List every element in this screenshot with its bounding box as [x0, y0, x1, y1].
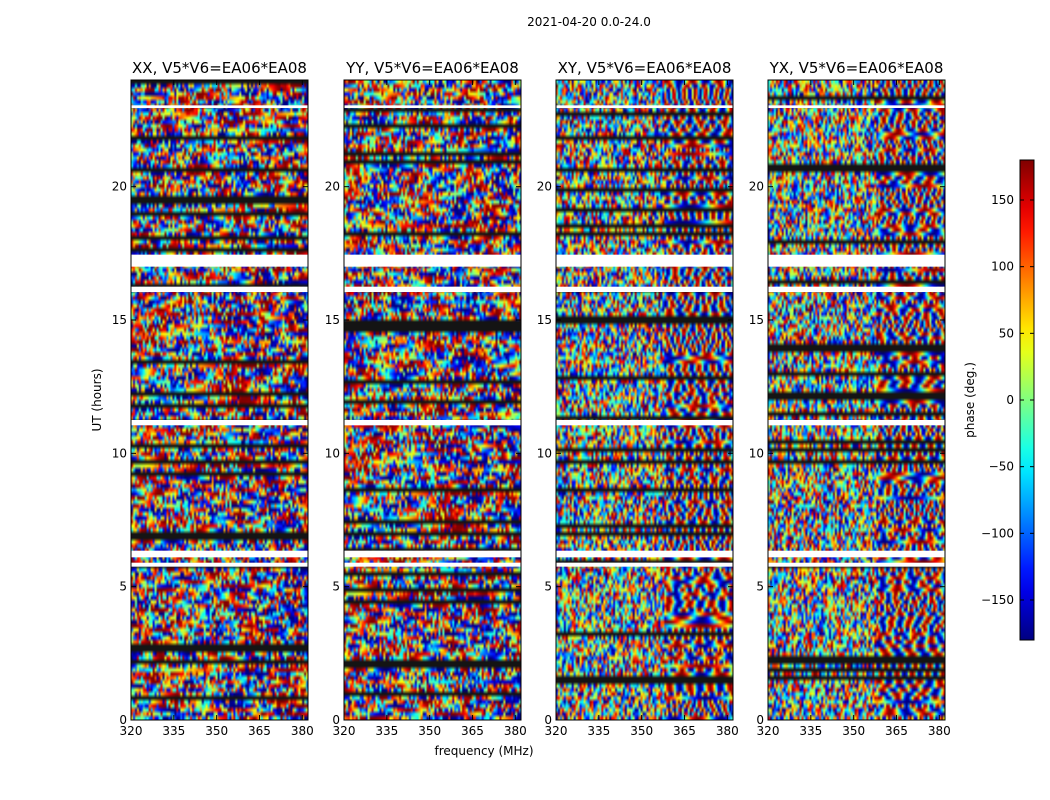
- flagged-gap: [131, 105, 308, 108]
- flagged-gap: [131, 562, 308, 567]
- y-tick-label: 10: [112, 446, 127, 460]
- panel-3: XY, V5*V6=EA06*EA08 320 335 350 365 380 0 5 10 15…: [537, 59, 739, 738]
- x-tick-label: 380: [928, 724, 951, 738]
- flagged-gap: [556, 254, 733, 267]
- flagged-gap: [768, 105, 945, 108]
- flagged-gap: [131, 550, 308, 558]
- x-tick-label: 320: [120, 724, 143, 738]
- y-tick-label: 5: [119, 580, 127, 594]
- x-tick-label: 350: [630, 724, 653, 738]
- x-tick-label: 320: [333, 724, 356, 738]
- y-tick-label: 0: [756, 713, 764, 727]
- flagged-gap: [131, 286, 308, 292]
- y-tick-label: 5: [332, 580, 340, 594]
- x-axis-label: frequency (MHz): [434, 744, 533, 758]
- flagged-gap: [344, 562, 521, 567]
- y-axis-label: UT (hours): [90, 368, 104, 431]
- y-tick-label: 20: [112, 180, 127, 194]
- y-tick-label: 5: [756, 580, 764, 594]
- colorbar-tick-label: 150: [991, 193, 1014, 207]
- x-tick-label: 380: [504, 724, 527, 738]
- x-tick-label: 365: [248, 724, 271, 738]
- flagged-gap: [131, 254, 308, 267]
- panel-title: XY, V5*V6=EA06*EA08: [558, 59, 732, 77]
- panels-group: XX, V5*V6=EA06*EA08 320 335 350 365 380 0 5 10 15…: [112, 59, 951, 738]
- flagged-gap: [768, 254, 945, 267]
- phase-heatmap: [768, 80, 945, 720]
- y-tick-label: 20: [325, 180, 340, 194]
- flagged-gap: [768, 420, 945, 426]
- x-tick-label: 335: [799, 724, 822, 738]
- y-tick-label: 15: [537, 313, 552, 327]
- flagged-gap: [768, 550, 945, 558]
- x-tick-label: 365: [885, 724, 908, 738]
- x-tick-label: 380: [716, 724, 739, 738]
- panel-frame: [555, 79, 734, 721]
- x-tick-label: 320: [545, 724, 568, 738]
- y-tick-label: 0: [544, 713, 552, 727]
- flagged-gap: [344, 254, 521, 267]
- panel-1: XX, V5*V6=EA06*EA08 320 335 350 365 380 0 5 10 15…: [112, 59, 314, 738]
- y-tick-label: 0: [332, 713, 340, 727]
- x-tick-label: 350: [205, 724, 228, 738]
- flagged-gap: [556, 550, 733, 558]
- y-tick-label: 20: [537, 180, 552, 194]
- phase-heatmap: [556, 80, 733, 720]
- y-tick-label: 15: [325, 313, 340, 327]
- phase-heatmap: [344, 80, 521, 720]
- panel-title: YX, V5*V6=EA06*EA08: [769, 59, 944, 77]
- y-tick-label: 15: [112, 313, 127, 327]
- flagged-gap: [344, 420, 521, 426]
- colorbar: −150 −100 −50 0 50 100 150 phase (deg.): [963, 159, 1035, 641]
- flagged-gap: [768, 286, 945, 292]
- panel-frame: [767, 79, 946, 721]
- colorbar-tick-label: 100: [991, 260, 1014, 274]
- y-tick-label: 5: [544, 580, 552, 594]
- y-tick-label: 0: [119, 713, 127, 727]
- flagged-gap: [556, 562, 733, 567]
- panel-frame: [343, 79, 522, 721]
- flagged-gap: [131, 420, 308, 426]
- x-tick-label: 335: [587, 724, 610, 738]
- colorbar-tick-label: 50: [999, 326, 1014, 340]
- x-tick-label: 365: [461, 724, 484, 738]
- figure-suptitle: 2021-04-20 0.0-24.0: [527, 15, 651, 29]
- colorbar-tick-label: 0: [1006, 393, 1014, 407]
- flagged-gap: [768, 562, 945, 567]
- x-tick-label: 320: [757, 724, 780, 738]
- colorbar-tick-label: −50: [989, 460, 1014, 474]
- flagged-gap: [556, 286, 733, 292]
- y-tick-label: 10: [537, 446, 552, 460]
- y-tick-label: 20: [749, 180, 764, 194]
- y-tick-label: 15: [749, 313, 764, 327]
- panel-title: XX, V5*V6=EA06*EA08: [132, 59, 307, 77]
- colorbar-tick-label: −100: [981, 526, 1014, 540]
- colorbar-tick-label: −150: [981, 593, 1014, 607]
- flagged-gap: [344, 105, 521, 108]
- x-tick-label: 335: [375, 724, 398, 738]
- phase-heatmap: [131, 80, 308, 720]
- panel-frame: [130, 79, 309, 721]
- x-tick-label: 335: [162, 724, 185, 738]
- y-tick-label: 10: [325, 446, 340, 460]
- panel-title: YY, V5*V6=EA06*EA08: [345, 59, 519, 77]
- panel-4: YX, V5*V6=EA06*EA08 320 335 350 365 380 0 5 10 15…: [749, 59, 951, 738]
- y-tick-label: 10: [749, 446, 764, 460]
- flagged-gap: [344, 286, 521, 292]
- x-tick-label: 365: [673, 724, 696, 738]
- panel-2: YY, V5*V6=EA06*EA08 320 335 350 365 380 0 5 10 15…: [325, 59, 527, 738]
- flagged-gap: [556, 105, 733, 108]
- flagged-gap: [344, 550, 521, 558]
- x-tick-label: 350: [418, 724, 441, 738]
- x-tick-label: 350: [842, 724, 865, 738]
- x-tick-label: 380: [291, 724, 314, 738]
- colorbar-label: phase (deg.): [963, 362, 977, 438]
- flagged-gap: [556, 420, 733, 426]
